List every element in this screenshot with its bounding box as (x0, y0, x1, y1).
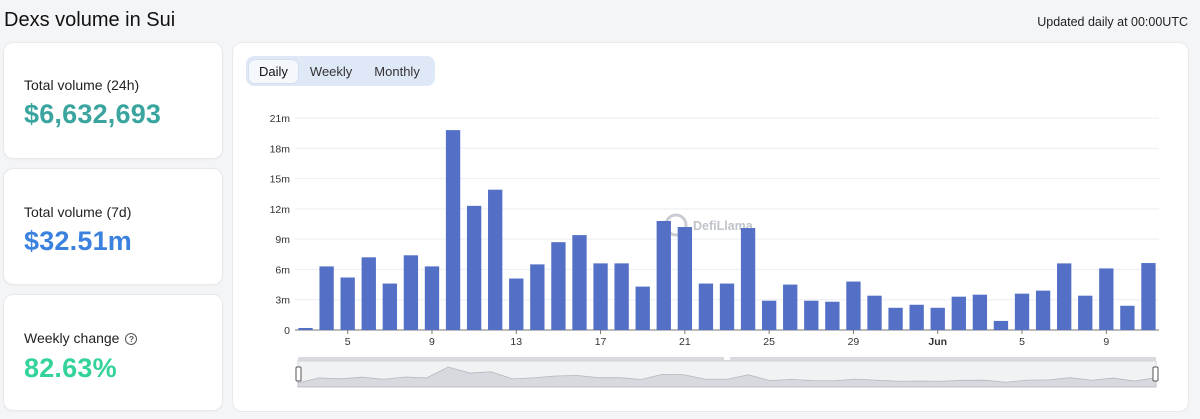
y-tick-label: 15m (270, 174, 291, 186)
bar[interactable] (1120, 305, 1135, 330)
bar[interactable] (888, 307, 903, 330)
y-tick-label: 3m (275, 295, 290, 307)
bar[interactable] (403, 255, 419, 330)
tab-weekly[interactable]: Weekly (309, 63, 353, 79)
bar[interactable] (909, 304, 924, 330)
bar[interactable] (572, 235, 587, 330)
stat-label: Total volume (24h) (24, 77, 140, 93)
stat-label: Weekly change (24, 330, 120, 346)
x-tick-label: 29 (848, 336, 860, 348)
x-tick-label: 21 (679, 336, 691, 348)
bar[interactable] (1099, 268, 1114, 330)
bar[interactable] (319, 266, 334, 330)
x-tick-label: 5 (1019, 336, 1025, 348)
bar[interactable] (719, 283, 735, 330)
bar[interactable] (593, 263, 608, 330)
x-tick-label: 13 (510, 336, 522, 348)
bar[interactable] (930, 307, 945, 330)
bar[interactable] (445, 130, 461, 330)
bar[interactable] (1014, 293, 1030, 330)
bar[interactable] (488, 189, 503, 330)
bar[interactable] (761, 300, 777, 330)
bar[interactable] (972, 294, 988, 330)
bar[interactable] (509, 278, 524, 330)
slider-preview-area (297, 366, 1157, 388)
x-tick-label: 17 (595, 336, 607, 348)
volume-bar-chart: 0 3m 6m 9m 12m 15m 18m 21m DefiLlama 5 9 13 17 21 25 29… (270, 113, 1159, 388)
bar[interactable] (614, 263, 629, 330)
x-tick-label: 9 (1103, 336, 1109, 348)
bar[interactable] (1078, 295, 1093, 330)
bar[interactable] (1035, 290, 1051, 330)
bar[interactable] (698, 283, 714, 330)
y-tick-label: 6m (275, 264, 290, 276)
y-tick-label: 18m (270, 143, 291, 155)
updated-note: Updated daily at 00:00UTC (1037, 15, 1188, 29)
bar[interactable] (551, 242, 566, 330)
x-tick-label: Jun (928, 336, 947, 348)
stat-card-7d-volume: Total volume (7d) $32.51m (3, 168, 223, 285)
stat-card-weekly-change: Weekly change? 82.63% (3, 294, 223, 411)
stat-value: 82.63% (24, 353, 117, 383)
tab-daily[interactable]: Daily (249, 59, 298, 83)
period-tabs: Daily Weekly Monthly (246, 56, 435, 86)
stat-label-wrap: Weekly change? (24, 330, 138, 346)
bar[interactable] (361, 257, 376, 330)
slider-right-handle[interactable] (1152, 366, 1159, 382)
x-tick-label: 5 (345, 336, 351, 348)
stat-card-24h-volume: Total volume (24h) $6,632,693 (3, 42, 223, 159)
bar[interactable] (846, 281, 861, 330)
slider-center-grip[interactable] (724, 357, 730, 360)
bar[interactable] (993, 320, 1009, 330)
bar[interactable] (424, 266, 440, 330)
bar[interactable] (867, 295, 882, 330)
slider-left-handle[interactable] (295, 366, 302, 382)
bar[interactable] (783, 284, 798, 330)
bar[interactable] (804, 300, 819, 330)
bar[interactable] (677, 227, 693, 330)
watermark-text: DefiLlama (693, 219, 754, 233)
bar[interactable] (951, 296, 966, 330)
question-circle-icon[interactable]: ? (125, 333, 138, 345)
tab-monthly[interactable]: Monthly (374, 63, 420, 79)
stat-value: $6,632,693 (24, 99, 162, 129)
bar[interactable] (635, 286, 650, 330)
chart-card: Daily Weekly Monthly 0 3m 6m 9m 12m 15m 18m 21m… (232, 42, 1189, 412)
page-title: Dexs volume in Sui (4, 9, 176, 31)
bar[interactable] (382, 283, 397, 330)
y-tick-label: 9m (275, 234, 290, 246)
bar[interactable] (1141, 263, 1156, 330)
y-tick-label: 21m (270, 113, 291, 125)
y-tick-label: 0 (284, 325, 290, 337)
stat-label: Total volume (7d) (24, 204, 132, 220)
bar[interactable] (825, 301, 840, 330)
bar[interactable] (656, 220, 671, 330)
x-tick-label: 9 (429, 336, 435, 348)
bar[interactable] (1057, 263, 1072, 330)
bar[interactable] (298, 327, 313, 330)
stat-value: $32.51m (24, 226, 132, 256)
x-tick-label: 25 (763, 336, 775, 348)
bar[interactable] (466, 205, 482, 330)
bar[interactable] (340, 277, 355, 330)
y-tick-label: 12m (270, 204, 291, 216)
bar[interactable] (740, 228, 756, 330)
bar[interactable] (530, 264, 545, 330)
